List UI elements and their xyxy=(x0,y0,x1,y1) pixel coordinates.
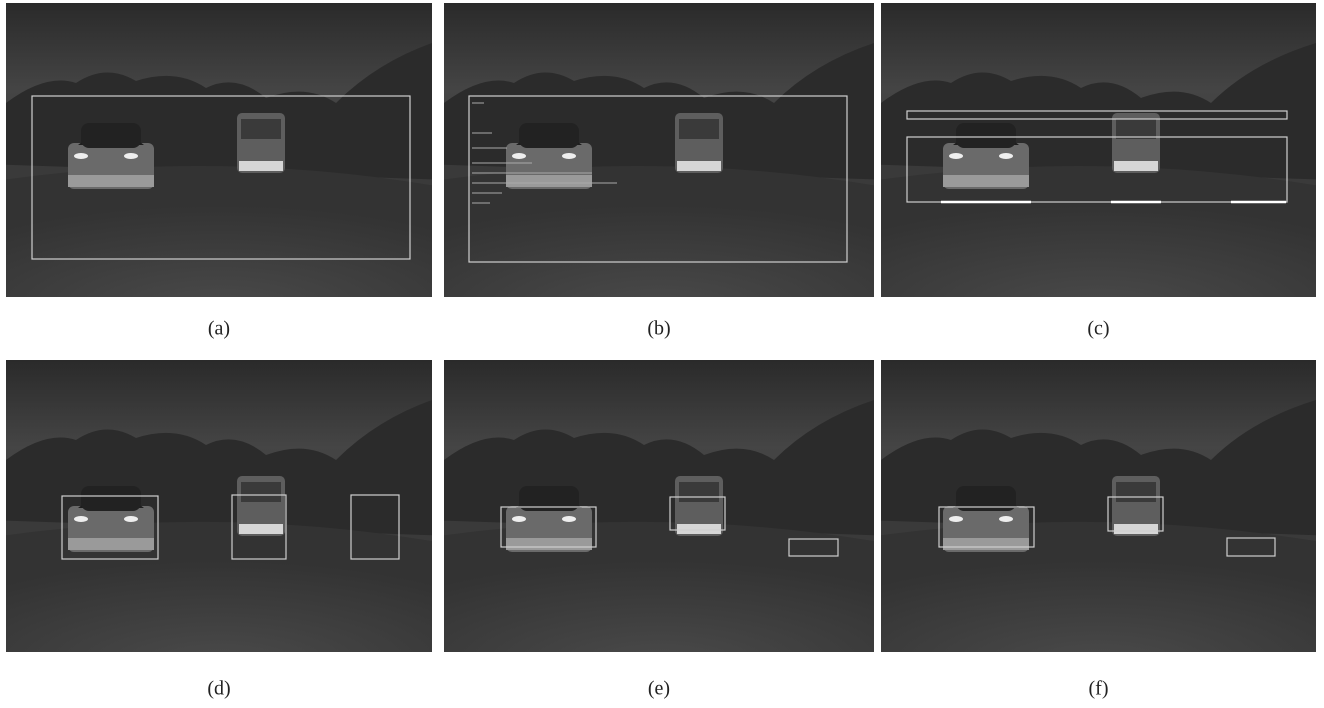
panel-label: (d) xyxy=(207,678,230,700)
image-panel xyxy=(881,3,1316,297)
image-panel xyxy=(6,3,432,297)
car-roof xyxy=(956,123,1016,148)
figure: (a) (b) (c) (d) (e) (f) xyxy=(0,0,1324,703)
headlight xyxy=(562,516,576,522)
van-grille xyxy=(239,524,283,534)
panel-label: (f) xyxy=(1089,678,1109,700)
panel-label: (a) xyxy=(208,318,230,340)
page: (a)(b)(c)(d)(e)(f) (() => { const data =… xyxy=(0,0,1324,703)
headlight xyxy=(562,153,576,159)
image-panel xyxy=(6,360,432,652)
image-panel xyxy=(881,360,1316,652)
headlight xyxy=(512,153,526,159)
headlight xyxy=(74,516,88,522)
headlight xyxy=(512,516,526,522)
headlight xyxy=(999,516,1013,522)
van-window xyxy=(241,119,281,139)
van-grille xyxy=(1114,524,1158,534)
van-grille xyxy=(677,524,721,534)
image-panel xyxy=(444,3,874,297)
car-roof xyxy=(81,123,141,148)
van-window xyxy=(679,482,719,502)
car-roof xyxy=(519,123,579,148)
van-window xyxy=(241,482,281,502)
headlight xyxy=(999,153,1013,159)
bumper xyxy=(506,538,592,550)
bumper xyxy=(68,175,154,187)
image-panel xyxy=(444,360,874,652)
headlight xyxy=(949,153,963,159)
bumper xyxy=(943,175,1029,187)
bumper xyxy=(943,538,1029,550)
bumper xyxy=(68,538,154,550)
panel-label: (b) xyxy=(647,318,670,340)
panel-label: (e) xyxy=(648,678,670,700)
headlight xyxy=(124,516,138,522)
van-grille xyxy=(1114,161,1158,171)
car-roof xyxy=(81,486,141,511)
bumper xyxy=(506,175,592,187)
van-window xyxy=(679,119,719,139)
headlight xyxy=(949,516,963,522)
van-window xyxy=(1116,119,1156,139)
panel-label: (c) xyxy=(1087,318,1109,340)
van-grille xyxy=(677,161,721,171)
van-grille xyxy=(239,161,283,171)
headlight xyxy=(124,153,138,159)
van-window xyxy=(1116,482,1156,502)
headlight xyxy=(74,153,88,159)
